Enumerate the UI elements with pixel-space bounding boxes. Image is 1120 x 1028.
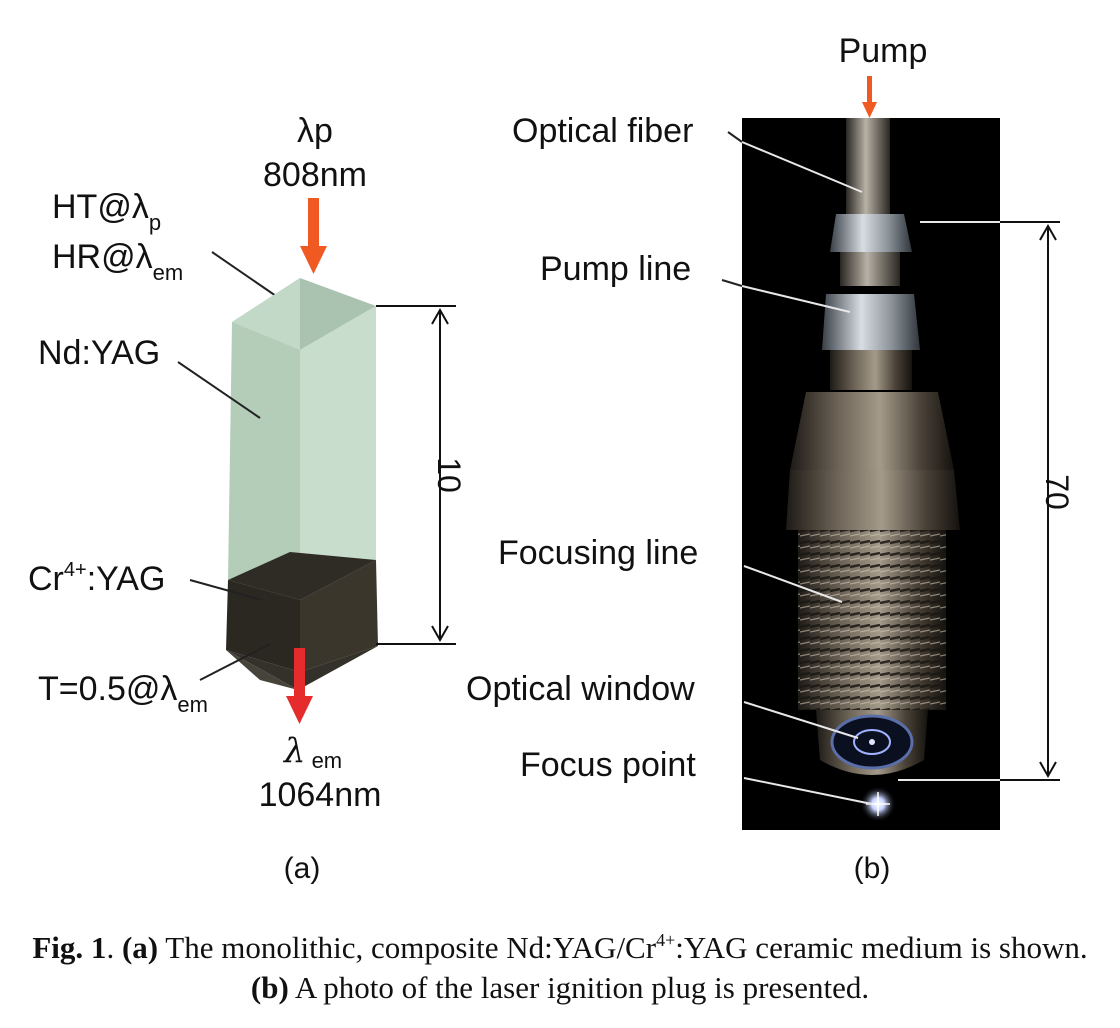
optical-fiber-leader-line bbox=[741, 141, 863, 193]
pump-arrow bbox=[300, 198, 327, 274]
ht-label: HT@λp bbox=[52, 188, 161, 235]
nd-yag-leader-line bbox=[177, 361, 261, 419]
ceramic-crystal bbox=[226, 278, 378, 690]
optical-window-label: Optical window bbox=[466, 670, 695, 708]
dimension-10-label: 10 bbox=[431, 457, 467, 493]
pump-arrow-b bbox=[862, 76, 877, 118]
pump-line-label: Pump line bbox=[540, 250, 691, 288]
caption-b-label: (b) bbox=[250, 970, 289, 1005]
caption-sup: 4+ bbox=[656, 930, 676, 950]
nd-yag-label: Nd:YAG bbox=[38, 334, 160, 372]
pump-label: Pump bbox=[839, 32, 928, 70]
dimension-10: 10 bbox=[376, 305, 467, 645]
emission-lambda-label: λ em bbox=[282, 731, 342, 773]
caption-text-1: The monolithic, composite Nd:YAG/Cr bbox=[158, 930, 657, 965]
dimension-70-label: 70 bbox=[1039, 474, 1075, 510]
panel-b-label: (b) bbox=[854, 852, 891, 885]
hr-leader-line bbox=[211, 251, 277, 297]
optical-fiber-label: Optical fiber bbox=[512, 112, 693, 150]
caption-text-2: :YAG ceramic medium is shown. bbox=[675, 930, 1088, 965]
focus-point-leader-line bbox=[743, 777, 873, 805]
emission-arrow bbox=[286, 648, 313, 724]
caption-fig-label: Fig. 1 bbox=[32, 930, 107, 965]
panel-a-label: (a) bbox=[284, 852, 321, 885]
focus-point-label: Focus point bbox=[520, 746, 696, 784]
cr-yag-label: Cr4+:YAG bbox=[28, 559, 165, 598]
caption-a-label: (a) bbox=[121, 930, 159, 965]
ignition-plug-photo bbox=[742, 118, 1000, 830]
pump-line-leader-line bbox=[741, 285, 851, 313]
transmittance-leader-line bbox=[199, 643, 271, 681]
panel-b: Pump bbox=[466, 32, 1075, 885]
figure-caption: Fig. 1. (a) The monolithic, composite Nd… bbox=[20, 928, 1100, 1008]
pump-lambda-label: λp bbox=[297, 112, 333, 150]
transmittance-label: T=0.5@λem bbox=[38, 670, 208, 717]
focusing-line-leader-line bbox=[743, 565, 843, 603]
hr-label: HR@λem bbox=[52, 238, 183, 285]
emission-wavelength-label: 1064nm bbox=[259, 776, 382, 814]
caption-period: . bbox=[106, 930, 115, 965]
pump-wavelength-label: 808nm bbox=[263, 156, 367, 194]
panel-a: λp 808nm HT@λp HR@λem Nd:YAG bbox=[28, 112, 467, 885]
dimension-70: 70 bbox=[898, 221, 1075, 781]
caption-text-3: A photo of the laser ignition plug is pr… bbox=[288, 970, 870, 1005]
optical-window-leader-line bbox=[743, 701, 859, 739]
cr-yag-section bbox=[226, 580, 300, 672]
focusing-line-label: Focusing line bbox=[498, 534, 698, 572]
cr-yag-leader-line bbox=[189, 579, 263, 601]
